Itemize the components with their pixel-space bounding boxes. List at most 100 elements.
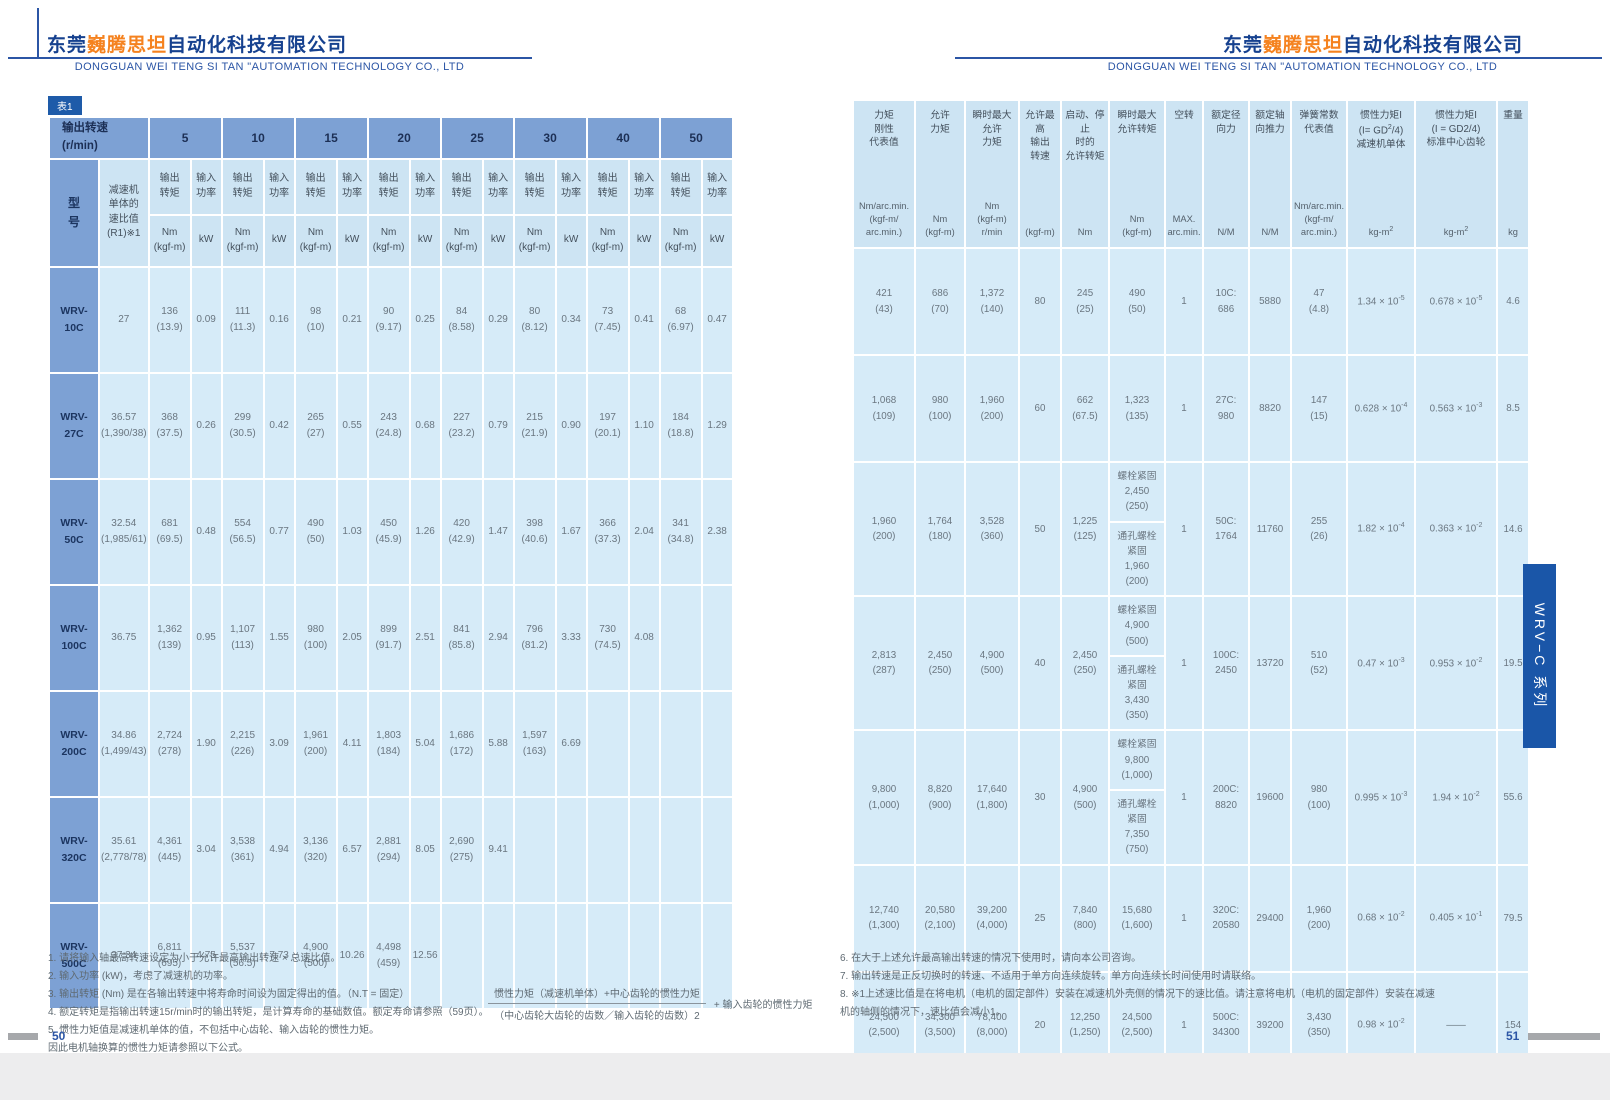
spec-cell: 3,528 (360) xyxy=(964,460,1020,598)
spec-cell: 2,813 (287) xyxy=(852,595,916,732)
spec-column-header: 瞬时最大 允许转矩 Nm (kgf-m) xyxy=(1108,99,1166,249)
table-row: WRV-200C 34.86 (1,499/43) 2,724 (278) 1.90 2,2… xyxy=(48,689,734,798)
ratio-cell: 27 xyxy=(98,265,150,374)
footnote: 3. 输出转矩 (Nm) 是在各输出转速中将寿命时间设为固定得出的值。（N.T … xyxy=(48,989,410,1000)
company-name-en-left: DONGGUAN WEI TENG SI TAN "AUTOMATION TEC… xyxy=(47,61,492,73)
power-cell: 0.29 xyxy=(481,265,515,374)
torque-cell: 841 (85.8) xyxy=(439,583,484,692)
torque-cell: 450 (45.9) xyxy=(366,477,411,586)
input-power-label: 输入 功率 xyxy=(262,157,296,216)
spec-cell: 245 (25) xyxy=(1060,247,1110,356)
company-name-highlight: 巍腾思坦 xyxy=(1262,35,1343,56)
spec-column-label: 启动、停止 时的 允许转矩 xyxy=(1065,110,1105,163)
speed-column-header: 20 xyxy=(366,116,442,160)
torque-cell: 980 (100) xyxy=(293,583,338,692)
table-row: 12,740 (1,300) 20,580 (2,100) 39,200 (4,000) 2… xyxy=(852,863,1530,973)
spec-column-unit: Nm/arc.min. (kgf-m/arc.min.) xyxy=(1293,200,1345,237)
spec-column-label: 重量 xyxy=(1503,110,1523,121)
ratio-cell: 36.75 xyxy=(98,583,150,692)
side-tab-wrv-c-series: WRV−C 系列 xyxy=(1523,564,1556,748)
spec-cell: 7,840 (800) xyxy=(1060,863,1110,973)
torque-cell xyxy=(512,795,557,904)
through-bolt-fastened-value: 通孔螺栓 紧固 7,350 (750) xyxy=(1111,788,1163,863)
power-cell xyxy=(700,901,734,1010)
spec-cell: 39,200 (4,000) xyxy=(964,863,1020,973)
spec-column-header: 允许最高 输出 转速 (kgf-m) xyxy=(1018,99,1062,249)
torque-cell: 3,136 (320) xyxy=(293,795,338,904)
spec-cell: 1,960 (200) xyxy=(852,460,916,598)
spec-cell: 1.34 × 10-5 xyxy=(1346,247,1416,356)
power-cell: 9.41 xyxy=(481,795,515,904)
company-name-left: 东莞巍腾思坦自动化科技有限公司 xyxy=(47,30,347,57)
spec-cell: 1 xyxy=(1164,729,1204,866)
spec-cell: 1 xyxy=(1164,863,1204,973)
spec-cell: 0.68 × 10-2 xyxy=(1346,863,1416,973)
torque-cell xyxy=(512,901,557,1010)
output-torque-label: 输出 转矩 xyxy=(658,157,703,216)
company-name-suffix: 自动化科技有限公司 xyxy=(1342,35,1523,56)
power-cell: 0.68 xyxy=(408,371,442,480)
header-left-vertical-rule xyxy=(37,8,39,57)
spec-cell: 686 (70) xyxy=(914,247,966,356)
torque-cell: 68 (6.97) xyxy=(658,265,703,374)
inertia-formula: 惯性力矩（减速机单体）+中心齿轮的惯性力矩 （中心齿轮大齿轮的齿数／输入齿轮的齿… xyxy=(488,985,812,1022)
ratio-cell: 34.86 (1,499/43) xyxy=(98,689,150,798)
torque-cell: 681 (69.5) xyxy=(147,477,192,586)
spec-cell: 4,900 (500) xyxy=(1060,729,1110,866)
torque-cell xyxy=(658,901,703,1010)
bottom-margin-band xyxy=(0,1053,1610,1100)
power-cell: 10.26 xyxy=(335,901,369,1010)
torque-cell: 341 (34.8) xyxy=(658,477,703,586)
spec-column-header: 力矩 刚性 代表值 Nm/arc.min. (kgf-m/arc.min.) xyxy=(852,99,916,249)
spec-column-unit: N/M xyxy=(1261,226,1279,237)
spec-cell: 1,764 (180) xyxy=(914,460,966,598)
torque-cell: 1,961 (200) xyxy=(293,689,338,798)
torque-cell: 4,498 (459) xyxy=(366,901,411,1010)
input-power-unit: kW xyxy=(700,213,734,268)
table-row: WRV-27C 36.57 (1,390/38) 368 (37.5) 0.26 299 (3… xyxy=(48,371,734,480)
output-speed-table: 输出转速 (r/min) 5 10 15 20 25 30 40 50 型号减速机 单体的 速比值 (R… xyxy=(48,116,734,1010)
table-row: WRV-500C 37.34 6,811 (695) 4.75 5,537 (56.5) 7.… xyxy=(48,901,734,1010)
torque-cell: 1,686 (172) xyxy=(439,689,484,798)
ratio-cell: 36.57 (1,390/38) xyxy=(98,371,150,480)
instant-torque-split-cell: 螺栓紧固 4,900 (500) 通孔螺栓 紧固 3,430 (350) xyxy=(1108,595,1166,732)
torque-cell: 197 (20.1) xyxy=(585,371,630,480)
footnote: 2. 输入功率 (kW)，考虑了减速机的功率。 xyxy=(48,971,233,982)
input-power-unit: kW xyxy=(481,213,515,268)
table-row: 2,813 (287) 2,450 (250) 4,900 (500) 40 2,450 (25… xyxy=(852,595,1530,732)
page-number-right: 51 xyxy=(1506,1029,1520,1043)
company-name-right: 东莞巍腾思坦自动化科技有限公司 xyxy=(955,30,1523,57)
spec-column-header: 弹簧常数 代表值 Nm/arc.min. (kgf-m/arc.min.) xyxy=(1290,99,1348,249)
spec-cell: 12,740 (1,300) xyxy=(852,863,916,973)
spec-column-header: 允许 力矩 Nm (kgf-m) xyxy=(914,99,966,249)
formula-suffix: + 输入齿轮的惯性力矩 xyxy=(713,1000,813,1011)
power-cell: 1.67 xyxy=(554,477,588,586)
power-cell: 0.90 xyxy=(554,371,588,480)
spec-cell: 9,800 (1,000) xyxy=(852,729,916,866)
torque-cell xyxy=(658,795,703,904)
torque-cell: 215 (21.9) xyxy=(512,371,557,480)
torque-cell: 398 (40.6) xyxy=(512,477,557,586)
speed-column-header: 15 xyxy=(293,116,369,160)
table-row: 421 (43) 686 (70) 1,372 (140) 80 245 (25) 490 (50)… xyxy=(852,247,1530,356)
spec-column-header-cell: 额定轴 向推力 N/M xyxy=(1251,102,1289,246)
spec-cell: 0.405 × 10-1 xyxy=(1414,863,1498,973)
spec-column-header: 额定径 向力 N/M xyxy=(1202,99,1250,249)
header-right-rule xyxy=(955,57,1602,59)
power-cell: 0.48 xyxy=(189,477,223,586)
spec-cell: 0.995 × 10-3 xyxy=(1346,729,1416,866)
footnote: 1. 请将输入轴最高转速设定为小于允许最高输出转速 × 总速比值。 xyxy=(48,953,341,964)
spec-column-unit: kg xyxy=(1508,226,1518,237)
formula-denominator: （中心齿轮大齿轮的齿数／输入齿轮的齿数）2 xyxy=(494,1011,700,1022)
spec-cell: 490 (50) xyxy=(1108,247,1166,356)
company-name-prefix: 东莞 xyxy=(1222,35,1263,56)
ratio-cell: 32.54 (1,985/61) xyxy=(98,477,150,586)
torque-cell: 1,107 (113) xyxy=(220,583,265,692)
spec-cell: 1 xyxy=(1164,460,1204,598)
torque-cell xyxy=(585,689,630,798)
table-header-row: 力矩 刚性 代表值 Nm/arc.min. (kgf-m/arc.min.) 允许 力矩 Nm… xyxy=(852,99,1530,249)
company-name-en-text: DONGGUAN WEI TENG SI TAN "AUTOMATION TEC… xyxy=(1107,61,1498,73)
table-row: 1,068 (109) 980 (100) 1,960 (200) 60 662 (67.5) 1… xyxy=(852,354,1530,463)
spec-cell: 55.6 xyxy=(1496,729,1530,866)
